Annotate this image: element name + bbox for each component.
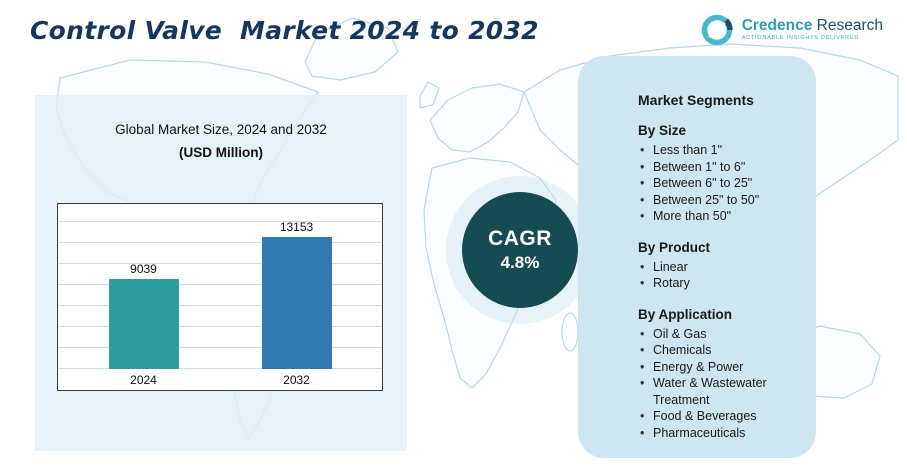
- segment-item: Rotary: [638, 275, 800, 292]
- logo-brand-secondary: Research: [812, 16, 883, 34]
- segment-item: Between 25" to 50": [638, 192, 800, 209]
- segment-item: Less than 1": [638, 142, 800, 159]
- segment-group-heading: By Application: [638, 306, 733, 322]
- segment-group-heading: By Product: [638, 239, 711, 255]
- bar: [108, 279, 179, 369]
- bar-value-label: 9039: [130, 262, 157, 276]
- map-madagascar: [561, 312, 579, 352]
- segment-list: Less than 1"Between 1" to 6"Between 6" t…: [638, 142, 800, 225]
- segment-list: Oil & GasChemicalsEnergy & PowerWater & …: [638, 326, 800, 442]
- segments-title: Market Segments: [638, 92, 754, 108]
- chart-subtitle-line1: Global Market Size, 2024 and 2032: [115, 122, 327, 137]
- chart-subtitle: Global Market Size, 2024 and 2032 (USD M…: [35, 119, 407, 165]
- segment-item: Between 1" to 6": [638, 159, 800, 176]
- segment-item: Food & Beverages: [638, 408, 800, 425]
- segment-item: Chemicals: [638, 342, 800, 359]
- chart-subtitle-line2: (USD Million): [179, 144, 263, 160]
- segment-item: Energy & Power: [638, 359, 800, 376]
- logo-text: Credence Research Actionable Insights De…: [741, 16, 883, 42]
- bar: [261, 237, 332, 369]
- segment-groups: By SizeLess than 1"Between 1" to 6"Betwe…: [638, 123, 800, 441]
- map-uk: [419, 81, 440, 109]
- bar-value-label: 13153: [279, 220, 314, 234]
- segment-group-heading: By Size: [638, 123, 687, 138]
- map-greenland: [304, 17, 399, 81]
- logo-brand-primary: Credence: [741, 16, 813, 34]
- segment-item: Water & Wastewater Treatment: [638, 375, 800, 408]
- bar-category-label: 2024: [130, 372, 157, 387]
- segment-item: More than 50": [638, 208, 800, 225]
- chart-panel: Global Market Size, 2024 and 2032 (USD M…: [35, 95, 407, 451]
- segment-list: LinearRotary: [638, 259, 800, 292]
- bar-chart: 9039 2024 13153 2032: [57, 203, 383, 391]
- chart-bars: 9039 2024 13153 2032: [58, 204, 382, 390]
- segment-item: Between 6" to 25": [638, 175, 800, 192]
- company-logo: Credence Research Actionable Insights De…: [699, 12, 883, 48]
- map-europe: [429, 83, 525, 153]
- logo-globe-icon: [701, 14, 733, 46]
- bar-column: 13153 2032: [261, 220, 332, 390]
- logo-brand-name: Credence Research: [741, 16, 883, 34]
- bar-column: 9039 2024: [108, 262, 179, 390]
- bar-category-label: 2032: [283, 372, 310, 387]
- segment-item: Oil & Gas: [638, 326, 800, 343]
- cagr-value: 4.8%: [500, 253, 540, 272]
- cagr-circle: CAGR 4.8%: [462, 192, 578, 308]
- segment-item: Pharmaceuticals: [638, 425, 800, 442]
- segment-item: Linear: [638, 259, 800, 276]
- cagr-label: CAGR: [488, 227, 552, 250]
- segments-panel: Market Segments By SizeLess than 1"Betwe…: [578, 56, 816, 458]
- page-title: Control Valve Market 2024 to 2032: [30, 16, 539, 45]
- logo-tagline: Actionable Insights Delivered: [741, 35, 860, 42]
